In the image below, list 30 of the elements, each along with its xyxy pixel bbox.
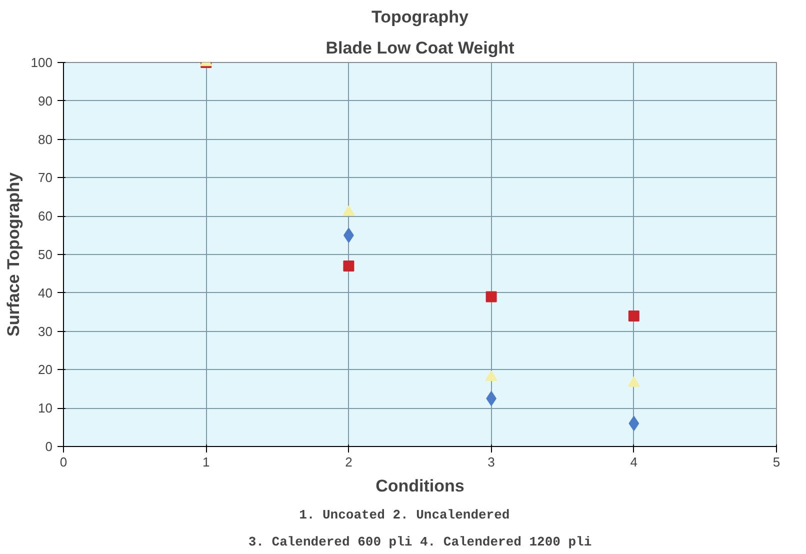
chart-subtitle: Blade Low Coat Weight [326,38,515,58]
x-tick-label: 3 [488,454,495,470]
y-tick-label: 50 [38,247,53,262]
y-tick-label: 10 [38,400,53,416]
y-tick-label: 20 [38,362,53,378]
y-tick-label: 40 [38,285,53,300]
chart-title: Topography [372,8,470,26]
y-tick-label: 90 [38,93,53,108]
y-tick-label: 80 [38,132,53,147]
text: 3. Calendered 600 pli 4. Calendered 1200 pli [248,534,592,550]
y-tick-label: 100 [30,55,53,70]
point [486,291,497,302]
y-tick-label: 0 [45,439,53,454]
y-axis-title: Surface Topography [4,172,23,337]
point [486,391,496,406]
x-tick-label: 0 [60,454,68,470]
x-tick-label: 4 [630,454,638,470]
point [628,376,640,387]
y-tick-label: 60 [38,208,53,224]
text: 1. Uncoated 2. Uncalendered [299,508,510,522]
point [485,370,498,382]
point [628,310,640,322]
x-axis-title: Conditions [376,476,464,496]
y-tick-label: 70 [38,170,53,186]
x-tick-label: 5 [772,454,780,470]
x-tick-label: 1 [202,454,210,470]
point [343,260,354,272]
x-tick-label: 2 [345,454,352,470]
point [628,416,640,431]
y-tick-label: 30 [38,324,53,339]
